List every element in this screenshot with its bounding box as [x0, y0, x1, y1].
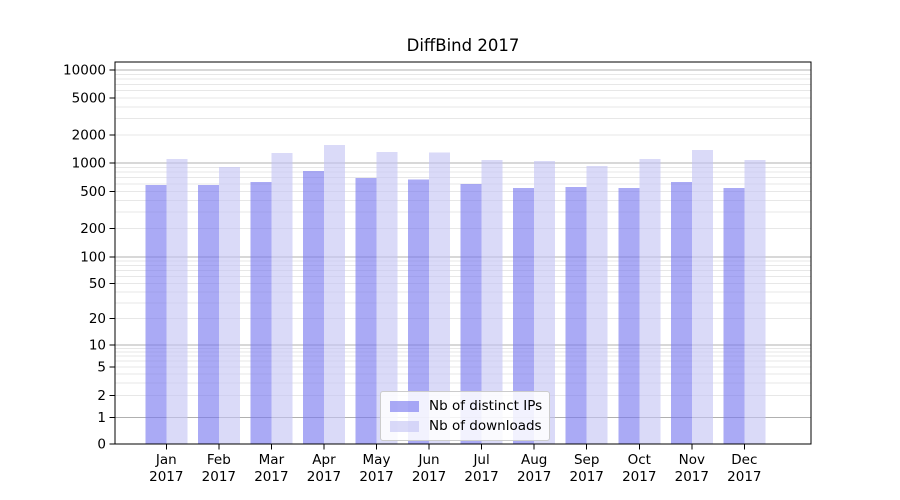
y-tick-label: 100 [80, 250, 106, 266]
x-tick-label-year: 2017 [202, 469, 236, 485]
x-tick-label-month: Apr [312, 452, 336, 468]
x-tick-label-year: 2017 [464, 469, 498, 485]
bar-dec-downloads [744, 159, 766, 444]
x-tick-label-year: 2017 [359, 469, 393, 485]
bar-sep-downloads [586, 165, 608, 445]
bar-jun-downloads [429, 152, 451, 445]
x-tick-label-month: Dec [731, 452, 757, 468]
x-tick-label-year: 2017 [675, 469, 709, 485]
legend-item-downloads: Nb of downloads [390, 418, 542, 434]
y-tick-label: 200 [80, 221, 106, 237]
legend-label-distinct-ips: Nb of distinct IPs [429, 398, 543, 414]
y-tick-label: 20 [89, 311, 106, 327]
legend-label-downloads: Nb of downloads [429, 418, 542, 434]
y-tick-label: 2 [97, 388, 106, 404]
bar-may-distinct-ips [355, 178, 377, 444]
x-tick-label-year: 2017 [727, 469, 761, 485]
x-tick-label-month: Jun [418, 452, 440, 468]
y-tick-label: 1000 [72, 156, 106, 172]
x-tick-label-month: Oct [628, 452, 651, 468]
bar-jun-distinct-ips [408, 179, 430, 444]
y-tick-label: 10 [89, 338, 106, 354]
y-tick-label: 5 [97, 359, 106, 375]
bar-nov-downloads [691, 149, 713, 444]
y-tick-label: 0 [97, 437, 106, 453]
y-tick-label: 1 [97, 410, 106, 426]
bar-feb-downloads [218, 166, 240, 445]
x-tick-label-year: 2017 [517, 469, 551, 485]
x-tick-label-month: Mar [259, 452, 285, 468]
x-tick-label-month: Aug [521, 452, 547, 468]
bar-sep-distinct-ips [565, 187, 587, 445]
x-tick-label-month: May [363, 452, 391, 468]
bar-aug-downloads [534, 161, 556, 444]
x-tick-label-year: 2017 [254, 469, 288, 485]
legend-swatch-distinct-ips [390, 400, 419, 412]
x-tick-label-month: Sep [574, 452, 599, 468]
legend-item-distinct-ips: Nb of distinct IPs [390, 398, 543, 414]
bar-oct-downloads [639, 159, 661, 444]
y-tick-label: 50 [89, 276, 106, 292]
bar-apr-downloads [323, 145, 345, 444]
y-tick-label: 10000 [63, 63, 106, 79]
y-tick-label: 500 [80, 184, 106, 200]
y-tick-label: 5000 [72, 90, 106, 106]
x-tick-label-month: Jan [155, 452, 177, 468]
x-tick-label-year: 2017 [570, 469, 604, 485]
bar-jan-downloads [166, 159, 188, 444]
bar-jul-distinct-ips [460, 183, 482, 445]
bar-feb-distinct-ips [197, 185, 219, 444]
bar-mar-downloads [271, 153, 293, 444]
bar-aug-distinct-ips [513, 188, 535, 444]
y-tick-label: 2000 [72, 128, 106, 144]
x-tick-label-year: 2017 [307, 469, 341, 485]
legend-swatch-downloads [390, 420, 419, 432]
x-tick-label-year: 2017 [622, 469, 656, 485]
bar-oct-distinct-ips [618, 188, 640, 444]
x-tick-label-month: Feb [207, 452, 231, 468]
x-tick-label-year: 2017 [149, 469, 183, 485]
bar-dec-distinct-ips [723, 188, 745, 444]
x-tick-label-month: Nov [679, 452, 705, 468]
bar-jan-distinct-ips [145, 185, 167, 444]
bar-apr-distinct-ips [302, 171, 324, 444]
x-tick-label-month: Jul [472, 452, 489, 468]
bar-mar-distinct-ips [250, 181, 272, 444]
bar-jul-downloads [481, 159, 503, 444]
plot-frame [114, 61, 812, 445]
legend: Nb of distinct IPs Nb of downloads [380, 391, 550, 441]
chart-title: DiffBind 2017 [406, 36, 520, 55]
x-tick-label-year: 2017 [412, 469, 446, 485]
bar-nov-distinct-ips [670, 181, 692, 444]
bar-may-downloads [376, 151, 398, 444]
